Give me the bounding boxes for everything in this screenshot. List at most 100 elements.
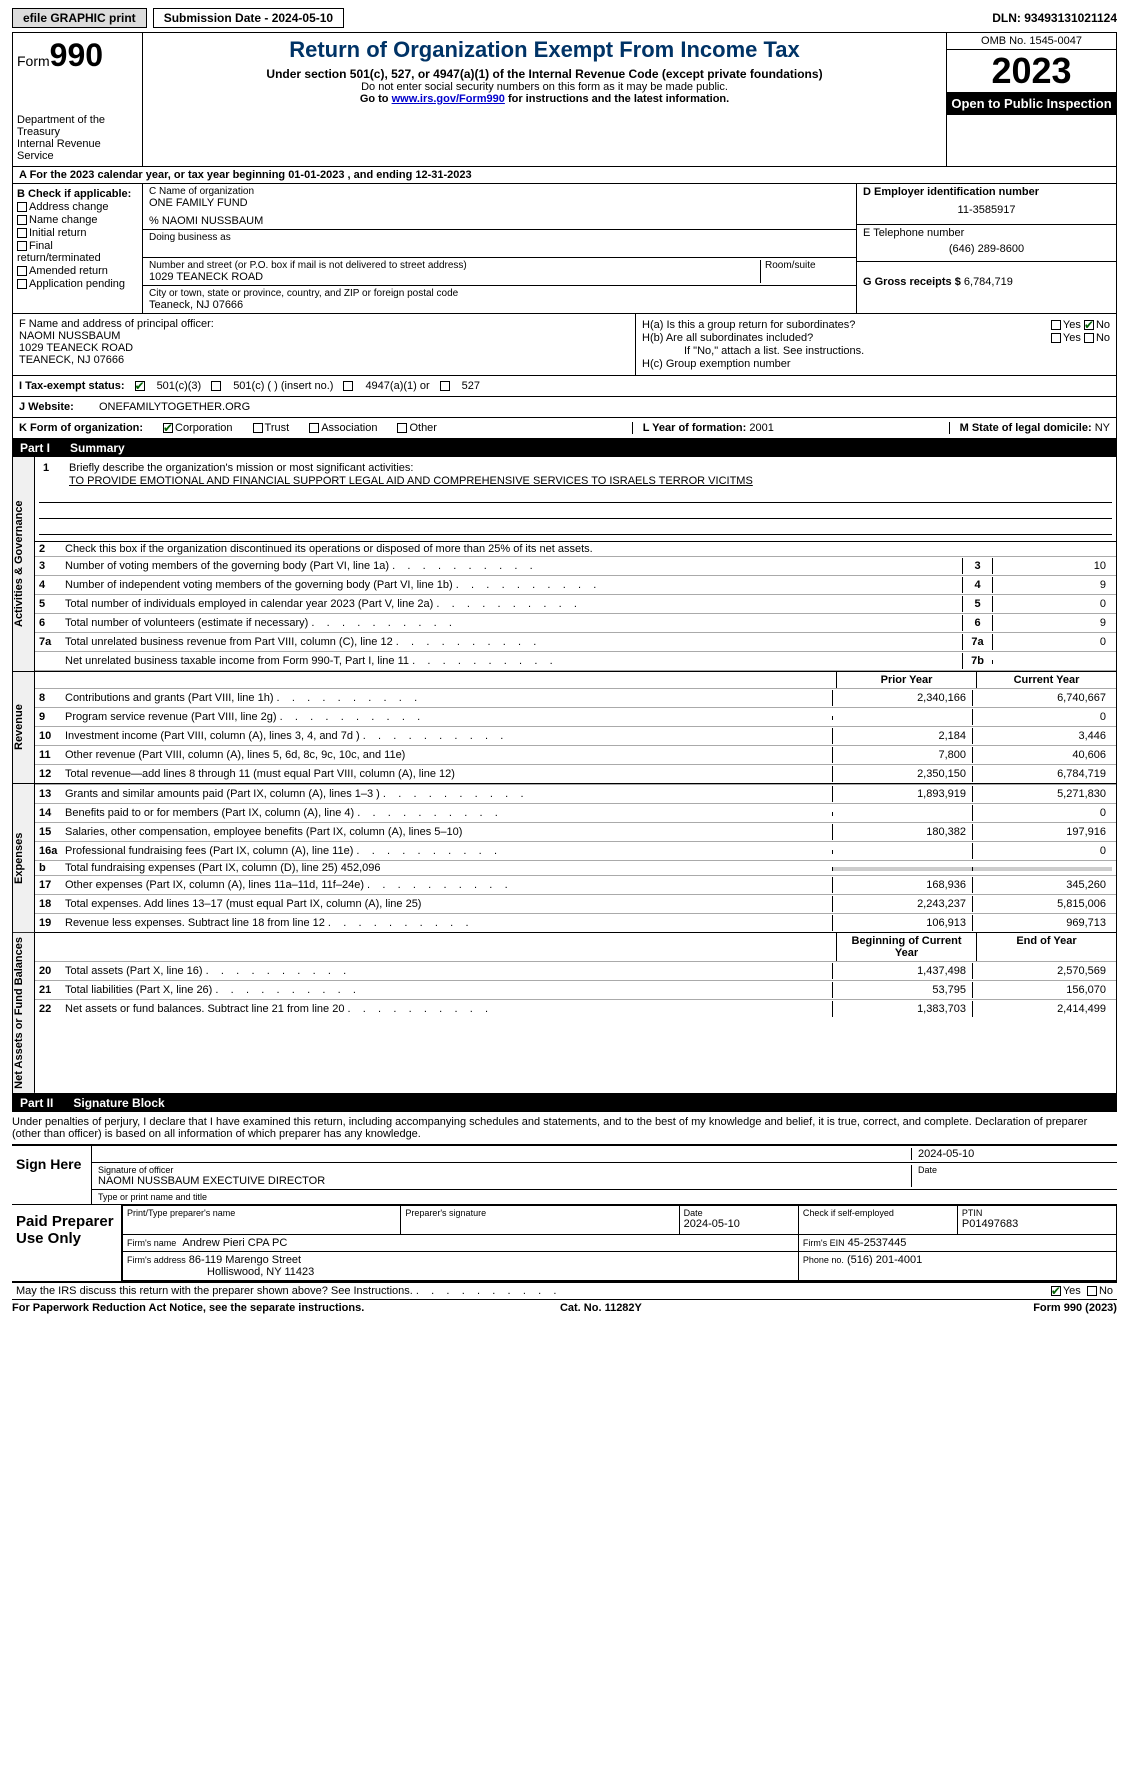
chk-amended[interactable]: Amended return	[17, 265, 138, 277]
col-b-header: B Check if applicable:	[17, 188, 138, 200]
line9-prior	[832, 716, 972, 720]
hdr-prior: Prior Year	[836, 672, 976, 688]
line10-cur: 3,446	[972, 728, 1112, 744]
line15-num: 15	[39, 826, 65, 838]
omb-number: OMB No. 1545-0047	[947, 33, 1116, 50]
line8-cur: 6,740,667	[972, 690, 1112, 706]
tel-label: E Telephone number	[863, 227, 1110, 239]
preparer-block: Paid Preparer Use Only Print/Type prepar…	[12, 1205, 1117, 1283]
line9-text: Program service revenue (Part VIII, line…	[65, 711, 832, 723]
discuss-no-check[interactable]	[1087, 1286, 1097, 1296]
year-formation: 2001	[749, 422, 773, 434]
footer-catno: Cat. No. 11282Y	[560, 1302, 642, 1314]
chk-501c3[interactable]	[135, 381, 145, 391]
line21-text: Total liabilities (Part X, line 26)	[65, 984, 832, 996]
chk-4947[interactable]	[343, 381, 353, 391]
chk-name[interactable]: Name change	[17, 214, 138, 226]
line8-prior: 2,340,166	[832, 690, 972, 706]
chk-527[interactable]	[440, 381, 450, 391]
line13-prior: 1,893,919	[832, 786, 972, 802]
line6-box: 6	[962, 615, 992, 631]
care-of: % NAOMI NUSSBAUM	[149, 215, 850, 227]
opt-501c3: 501(c)(3)	[157, 380, 202, 392]
line9-cur: 0	[972, 709, 1112, 725]
line7b-val	[992, 660, 1112, 664]
sign-here-label: Sign Here	[12, 1146, 92, 1204]
efile-btn[interactable]: efile GRAPHIC print	[12, 8, 147, 28]
line7a-box: 7a	[962, 634, 992, 650]
irs-link[interactable]: www.irs.gov/Form990	[392, 93, 505, 105]
line16a-num: 16a	[39, 845, 65, 857]
chk-address[interactable]: Address change	[17, 201, 138, 213]
chk-corp[interactable]	[163, 423, 173, 433]
opt-corp: Corporation	[175, 422, 232, 434]
line17-prior: 168,936	[832, 877, 972, 893]
chk-501c[interactable]	[211, 381, 221, 391]
opt-assoc: Association	[321, 422, 377, 434]
line18-num: 18	[39, 898, 65, 910]
chk-trust[interactable]	[253, 423, 263, 433]
type-name-label: Type or print name and title	[98, 1192, 207, 1202]
hb-yes-check[interactable]	[1051, 333, 1061, 343]
tab-net-assets: Net Assets or Fund Balances	[13, 933, 35, 1093]
sig-date: 2024-05-10	[911, 1148, 1111, 1160]
line18-prior: 2,243,237	[832, 896, 972, 912]
line4-num: 4	[39, 579, 65, 591]
line3-num: 3	[39, 560, 65, 572]
discuss-yes-check[interactable]	[1051, 1286, 1061, 1296]
ha-no-check[interactable]	[1084, 320, 1094, 330]
line7b-box: 7b	[962, 653, 992, 669]
line20-text: Total assets (Part X, line 16)	[65, 965, 832, 977]
gross-label: G Gross receipts $	[863, 276, 961, 288]
firm-addr1: 86-119 Marengo Street	[189, 1254, 301, 1266]
tax-year: 2023	[947, 50, 1116, 92]
line15-prior: 180,382	[832, 824, 972, 840]
line8-num: 8	[39, 692, 65, 704]
line3-text: Number of voting members of the governin…	[65, 560, 962, 572]
footer-form: Form 990 (2023)	[1033, 1302, 1117, 1314]
firm-ein: 45-2537445	[848, 1237, 907, 1249]
tab-governance: Activities & Governance	[13, 457, 35, 671]
officer-addr2: TEANECK, NJ 07666	[19, 354, 629, 366]
phone-value: (516) 201-4001	[847, 1254, 922, 1266]
opt-4947: 4947(a)(1) or	[365, 380, 429, 392]
form-title: Return of Organization Exempt From Incom…	[151, 37, 938, 63]
line3-box: 3	[962, 558, 992, 574]
hb-no-check[interactable]	[1084, 333, 1094, 343]
line20-num: 20	[39, 965, 65, 977]
line1-num: 1	[43, 462, 69, 474]
room-label: Room/suite	[765, 260, 850, 271]
hb-label: H(b) Are all subordinates included?	[642, 332, 1051, 344]
line7a-num: 7a	[39, 636, 65, 648]
discuss-no: No	[1099, 1285, 1113, 1297]
discuss-question: May the IRS discuss this return with the…	[16, 1285, 556, 1297]
line7a-text: Total unrelated business revenue from Pa…	[65, 636, 962, 648]
chk-pending[interactable]: Application pending	[17, 278, 138, 290]
officer-addr1: 1029 TEANECK ROAD	[19, 342, 629, 354]
line11-cur: 40,606	[972, 747, 1112, 763]
chk-initial[interactable]: Initial return	[17, 227, 138, 239]
prep-sig-label: Preparer's signature	[405, 1208, 674, 1218]
hb-note: If "No," attach a list. See instructions…	[642, 345, 1110, 357]
chk-assoc[interactable]	[309, 423, 319, 433]
line16b-prior	[832, 867, 972, 871]
line7b-text: Net unrelated business taxable income fr…	[65, 655, 962, 667]
org-name: ONE FAMILY FUND	[149, 197, 850, 209]
line2-num: 2	[39, 543, 65, 555]
line19-cur: 969,713	[972, 915, 1112, 931]
ha-yes-check[interactable]	[1051, 320, 1061, 330]
col-b-checkboxes: B Check if applicable: Address change Na…	[13, 184, 143, 313]
line19-num: 19	[39, 917, 65, 929]
hdr-current: Current Year	[976, 672, 1116, 688]
chk-other[interactable]	[397, 423, 407, 433]
line16a-text: Professional fundraising fees (Part IX, …	[65, 845, 832, 857]
part2-num: Part II	[20, 1096, 53, 1110]
line22-num: 22	[39, 1003, 65, 1015]
opt-other: Other	[409, 422, 437, 434]
chk-final[interactable]: Final return/terminated	[17, 240, 138, 264]
hdr-beginning: Beginning of Current Year	[836, 933, 976, 961]
form-subtitle: Under section 501(c), 527, or 4947(a)(1)…	[151, 67, 938, 81]
line21-end: 156,070	[972, 982, 1112, 998]
hb-no: No	[1096, 332, 1110, 344]
footer-notice: For Paperwork Reduction Act Notice, see …	[12, 1302, 364, 1314]
